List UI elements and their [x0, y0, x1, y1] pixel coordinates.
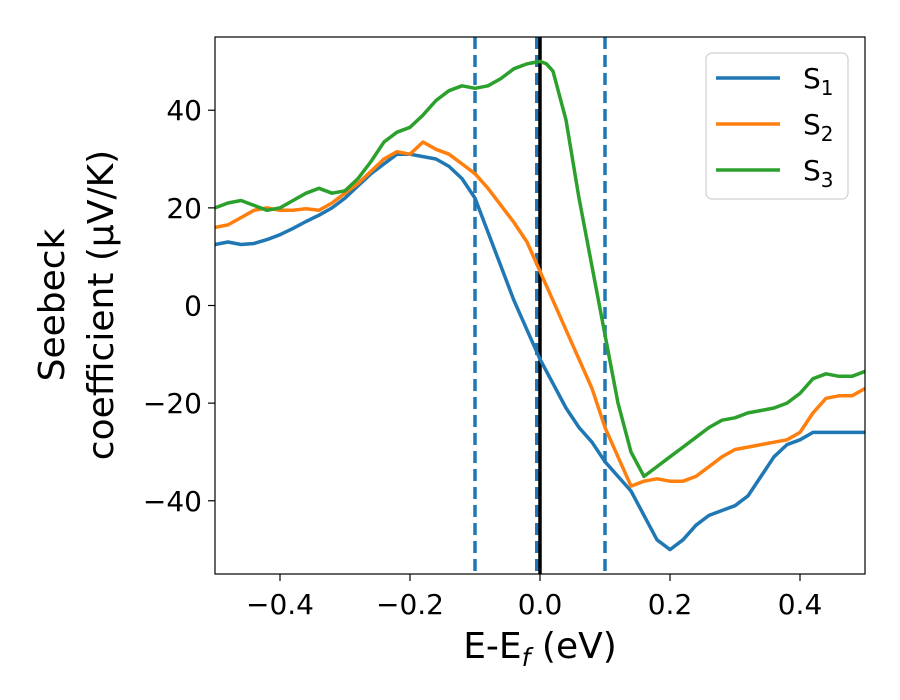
x-axis-label: E-Ef (eV) [463, 626, 617, 672]
series-lines [215, 59, 865, 552]
y-axis-label: Seebeck coefficient (μV/K) [32, 150, 122, 460]
y-axis-label-line2: coefficient (μV/K) [81, 150, 122, 460]
legend-label-s2: S2 [803, 108, 834, 146]
y-axis-label-line1: Seebeck [32, 228, 73, 381]
reference-lines [473, 37, 607, 574]
series-line-s3 [215, 59, 865, 479]
y-axis-ticks: −40 −20 0 20 40 [143, 94, 215, 518]
y-tick-label: −20 [143, 387, 202, 420]
x-tick-label: −0.2 [376, 588, 444, 621]
legend: S1 S2 S3 [705, 52, 849, 200]
x-tick-label: 0.0 [518, 588, 563, 621]
legend-box [705, 52, 849, 200]
series-line-s2 [215, 140, 865, 488]
x-tick-label: −0.4 [246, 588, 314, 621]
y-tick-label: −40 [143, 485, 202, 518]
y-tick-label: 40 [166, 94, 202, 127]
legend-label-s3: S3 [803, 154, 834, 192]
series-line-s1 [215, 152, 865, 552]
legend-label-s1: S1 [803, 62, 834, 100]
y-tick-label: 0 [184, 290, 202, 323]
y-tick-label: 20 [166, 192, 202, 225]
x-tick-label: 0.4 [778, 588, 823, 621]
x-tick-label: 0.2 [648, 588, 693, 621]
x-axis-ticks: −0.4 −0.2 0.0 0.2 0.4 [246, 574, 822, 621]
